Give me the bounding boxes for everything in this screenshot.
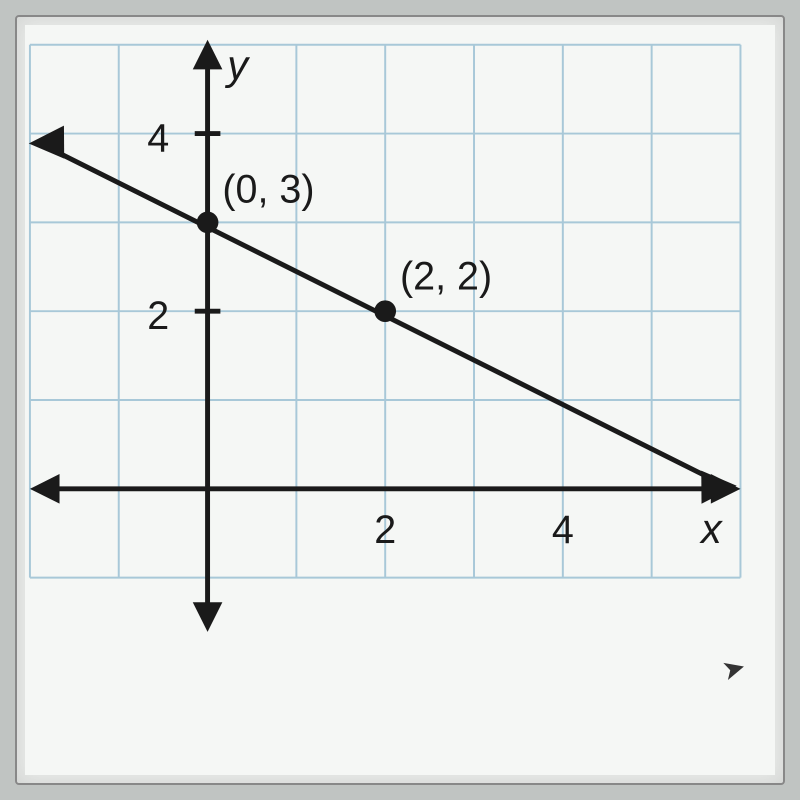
point-label-0-3: (0, 3) [222, 168, 314, 212]
point-label-2-2: (2, 2) [400, 254, 492, 298]
screen-frame: y x 4 2 2 4 (0, 3) (2, 2) ➤ [15, 15, 785, 785]
y-axis-arrow-down [193, 602, 223, 632]
plot-arrow-left [29, 126, 78, 170]
x-tick-2: 2 [374, 508, 396, 552]
y-axis-label: y [224, 41, 250, 88]
y-tick-4: 4 [147, 116, 169, 160]
x-axis-label: x [699, 505, 723, 552]
point-2-2 [374, 300, 396, 322]
plot-arrow-right [688, 459, 737, 503]
point-0-3 [197, 212, 219, 234]
coordinate-grid-svg: y x 4 2 2 4 (0, 3) (2, 2) [25, 25, 775, 775]
x-axis-arrow-left [30, 474, 60, 504]
graph-area: y x 4 2 2 4 (0, 3) (2, 2) ➤ [25, 25, 775, 775]
x-tick-4: 4 [552, 508, 574, 552]
y-tick-2: 2 [147, 294, 169, 338]
